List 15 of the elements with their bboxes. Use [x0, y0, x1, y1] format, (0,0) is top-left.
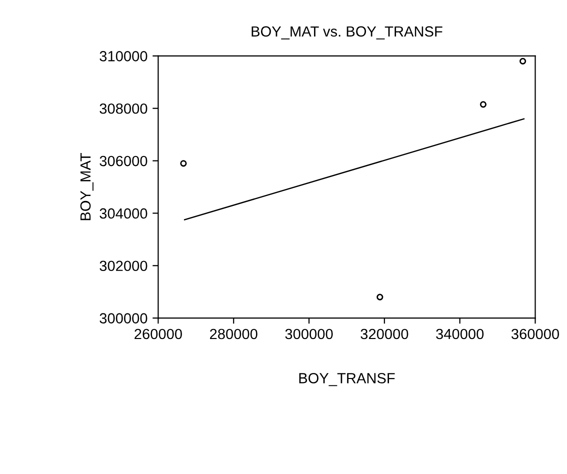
- x-tick-label: 320000: [360, 328, 408, 340]
- y-tick-label: 308000: [100, 103, 148, 114]
- y-tick-label: 300000: [100, 313, 148, 324]
- x-tick-label: 360000: [511, 328, 560, 340]
- y-tick-label: 302000: [100, 260, 148, 272]
- y-axis-title: BOY_MAT: [80, 153, 94, 220]
- y-tick-label: 306000: [100, 156, 148, 166]
- x-tick-label: 300000: [285, 328, 333, 340]
- x-axis-title: BOY_TRANSF: [299, 373, 395, 386]
- y-tick-label: 310000: [100, 51, 148, 62]
- y-tick-label: 304000: [100, 208, 148, 219]
- chart-title: BOY_MAT vs. BOY_TRANSF: [252, 26, 442, 40]
- x-tick-label: 280000: [210, 328, 258, 340]
- x-tick-label: 340000: [436, 328, 484, 340]
- x-tick-label: 260000: [134, 328, 182, 340]
